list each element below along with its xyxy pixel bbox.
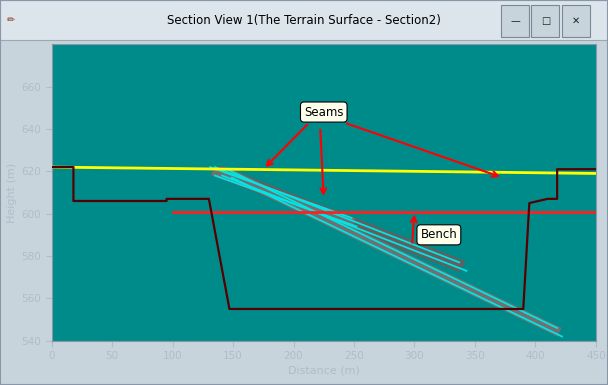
FancyBboxPatch shape (0, 0, 608, 40)
FancyBboxPatch shape (501, 5, 529, 37)
Text: ✏: ✏ (7, 15, 15, 25)
Text: Section View 1(The Terrain Surface - Section2): Section View 1(The Terrain Surface - Sec… (167, 14, 441, 27)
Text: —: — (510, 16, 520, 26)
Text: Seams: Seams (304, 105, 344, 119)
Y-axis label: Height (m): Height (m) (7, 162, 18, 223)
FancyBboxPatch shape (531, 5, 559, 37)
Text: Bench: Bench (421, 228, 457, 241)
Text: □: □ (541, 16, 550, 26)
Text: ✕: ✕ (572, 16, 580, 26)
X-axis label: Distance (m): Distance (m) (288, 365, 360, 375)
FancyBboxPatch shape (562, 5, 590, 37)
